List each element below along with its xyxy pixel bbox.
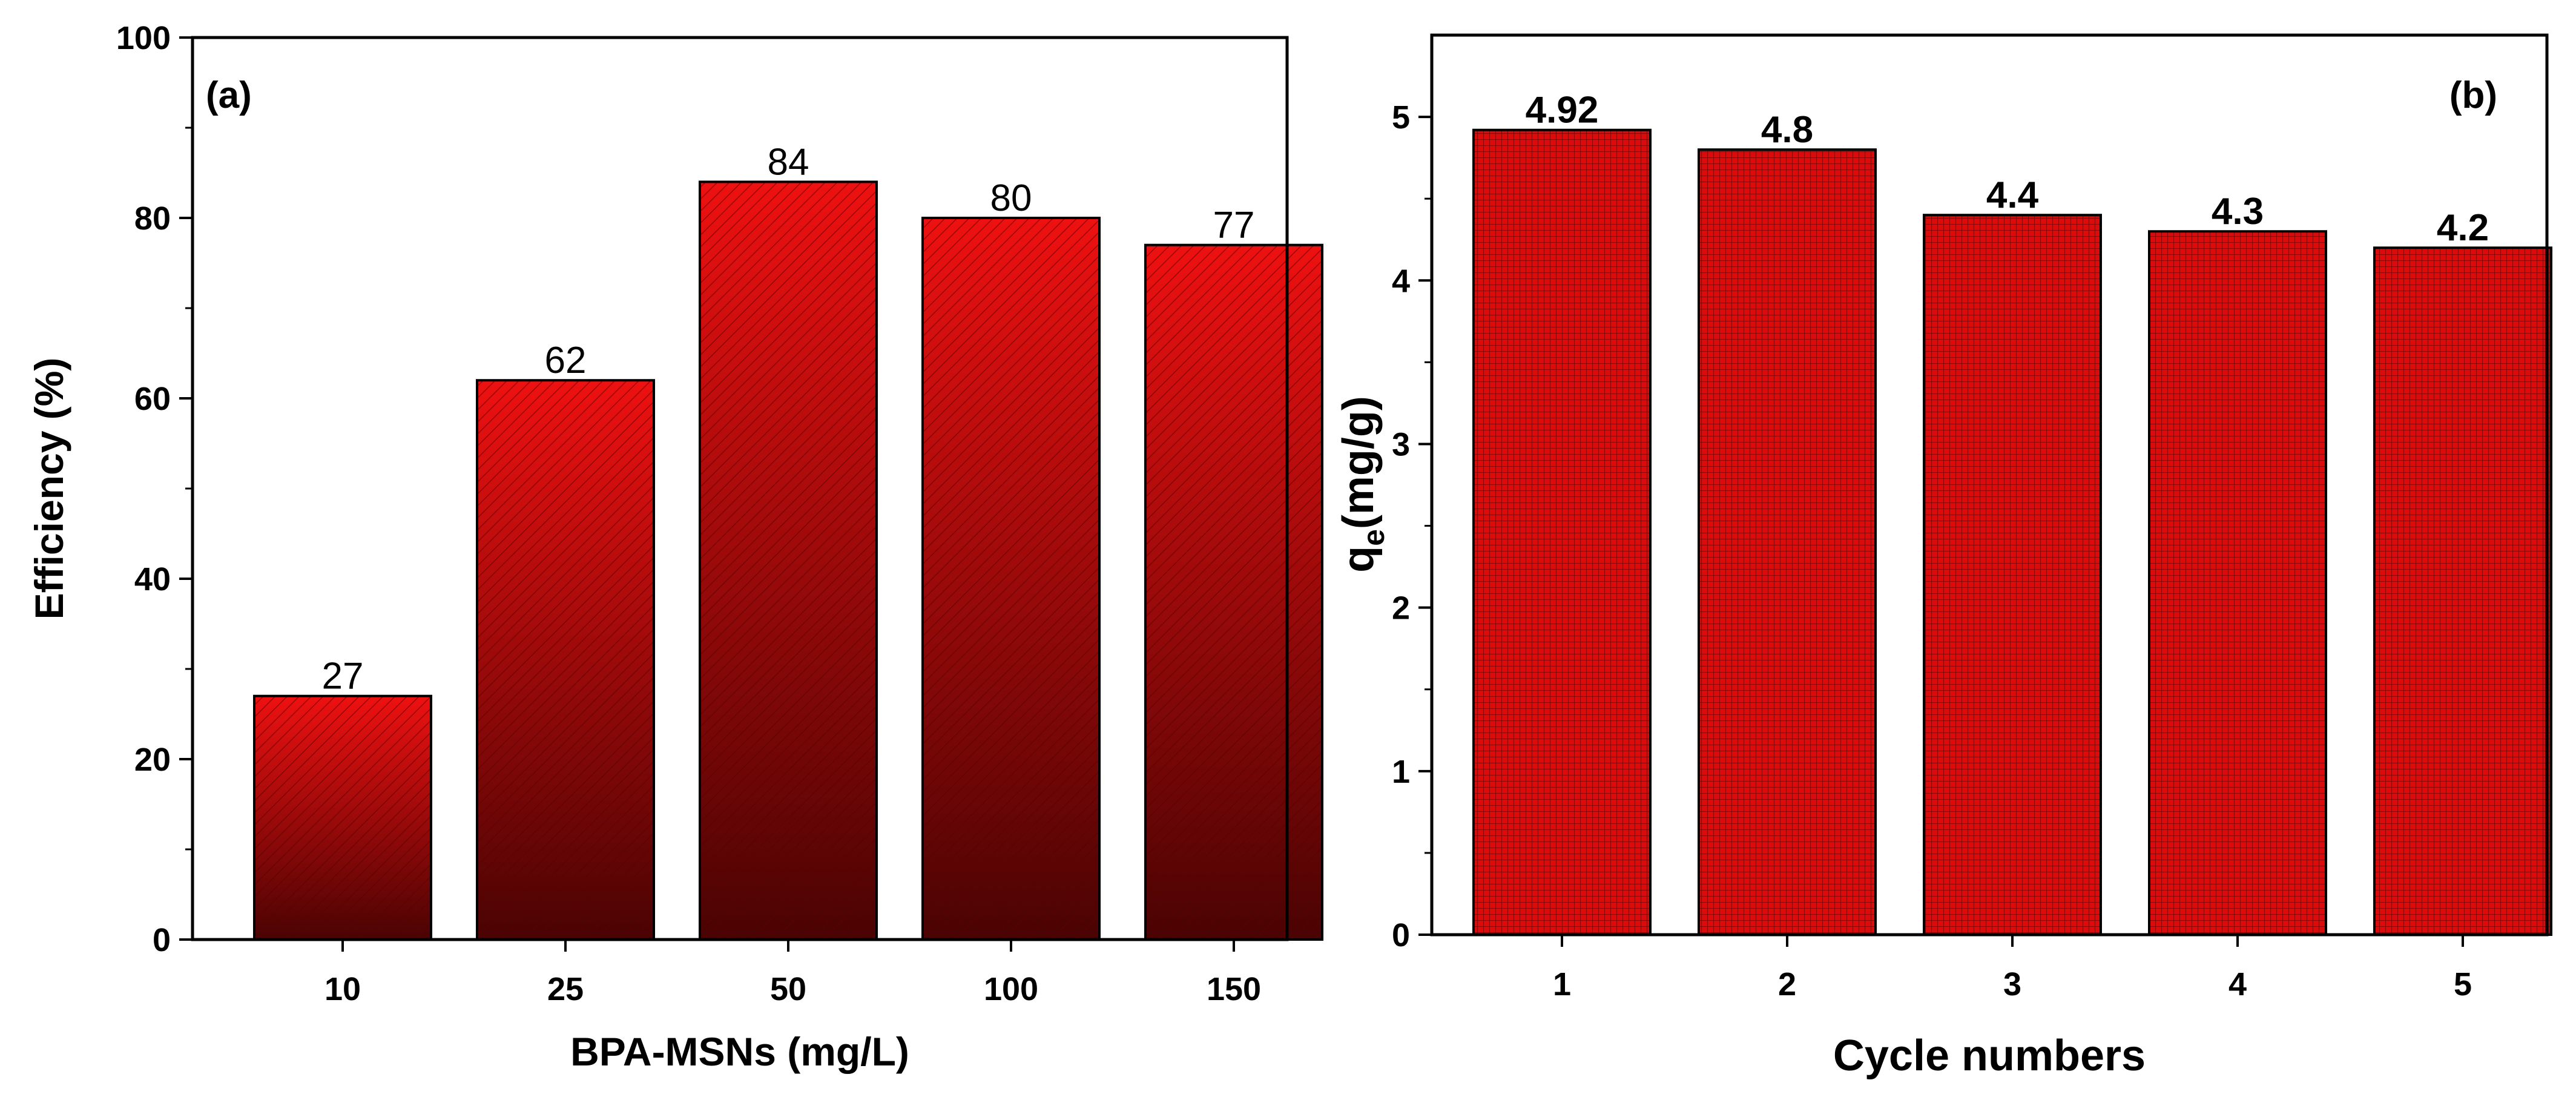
bar (699, 180, 878, 941)
bar (1698, 148, 1877, 936)
bar-value-label: 4.8 (1761, 109, 1813, 151)
bar (476, 379, 655, 941)
y-tick-label: 5 (1392, 99, 1410, 136)
bar (1144, 243, 1323, 941)
panel-b-y-axis-title-rest: (mg/g) (1334, 396, 1383, 529)
panel-b-y-axis-title-main: q (1334, 546, 1383, 573)
y-tick-label: 3 (1392, 426, 1410, 463)
panel-a: 27 62 84 80 77 0 20 40 60 80 100 10 25 50 100 150 (a)… (27, 20, 1323, 1074)
panel-a-y-axis-title: Efficiency (%) (27, 358, 71, 620)
panel-a-x-ticks: 10 25 50 100 150 (324, 940, 1261, 1007)
panel-a-x-axis-title: BPA-MSNs (mg/L) (570, 1029, 909, 1074)
panel-b: 4.92 4.8 4.4 4.3 4.2 0 1 2 3 4 5 1 2 3 4 5 (b) Cycle … (1334, 33, 2552, 1080)
x-tick-label: 1 (1553, 966, 1571, 1003)
bar (1472, 128, 1652, 937)
bar-value-label: 4.92 (1526, 90, 1599, 131)
x-tick-label: 50 (770, 971, 806, 1007)
bar (253, 694, 432, 941)
x-tick-label: 3 (2003, 966, 2021, 1003)
panel-a-bars (253, 180, 1323, 941)
bar (2373, 246, 2552, 937)
bar (2148, 230, 2327, 937)
y-tick-label: 2 (1392, 590, 1410, 627)
bar-value-label: 27 (322, 656, 364, 697)
bar-value-label: 4.4 (1986, 174, 2039, 216)
y-tick-label: 40 (134, 561, 171, 598)
panel-a-y-ticks: 0 20 40 60 80 100 (116, 20, 193, 958)
y-tick-label: 1 (1392, 754, 1410, 790)
bar (921, 217, 1101, 941)
y-tick-label: 80 (134, 200, 171, 237)
y-tick-label: 100 (116, 20, 171, 56)
y-tick-label: 4 (1392, 263, 1410, 299)
x-tick-label: 25 (547, 971, 584, 1007)
panel-b-frame (1430, 33, 2549, 937)
panel-b-x-ticks: 1 2 3 4 5 (1553, 935, 2472, 1003)
x-tick-label: 4 (2228, 966, 2247, 1003)
bar (1923, 214, 2102, 937)
x-tick-label: 150 (1207, 971, 1261, 1007)
panel-a-label: (a) (206, 74, 252, 116)
bar-value-label: 84 (768, 141, 809, 183)
panel-b-x-axis-title: Cycle numbers (1833, 1032, 2146, 1080)
bar-value-label: 62 (545, 340, 587, 381)
panel-b-y-axis-title: qe(mg/g) (1334, 396, 1391, 573)
bar-value-label: 77 (1213, 205, 1255, 246)
panel-b-value-labels: 4.92 4.8 4.4 4.3 4.2 (1526, 90, 2489, 249)
panel-b-bars (1472, 128, 2552, 937)
panel-b-label: (b) (2449, 74, 2497, 116)
bar-value-label: 80 (990, 177, 1032, 219)
bar-value-label: 4.3 (2212, 191, 2264, 232)
x-tick-label: 10 (324, 971, 361, 1007)
panel-b-y-ticks: 0 1 2 3 4 5 (1392, 99, 1432, 953)
panel-a-value-labels: 27 62 84 80 77 (322, 141, 1255, 697)
y-tick-label: 0 (1392, 917, 1410, 953)
x-tick-label: 5 (2454, 966, 2472, 1003)
y-tick-label: 0 (153, 922, 171, 958)
y-tick-label: 20 (134, 742, 171, 778)
y-tick-label: 60 (134, 381, 171, 417)
bar-value-label: 4.2 (2437, 207, 2489, 249)
panel-b-y-axis-title-sub: e (1357, 529, 1391, 546)
x-tick-label: 100 (984, 971, 1038, 1007)
x-tick-label: 2 (1778, 966, 1796, 1003)
